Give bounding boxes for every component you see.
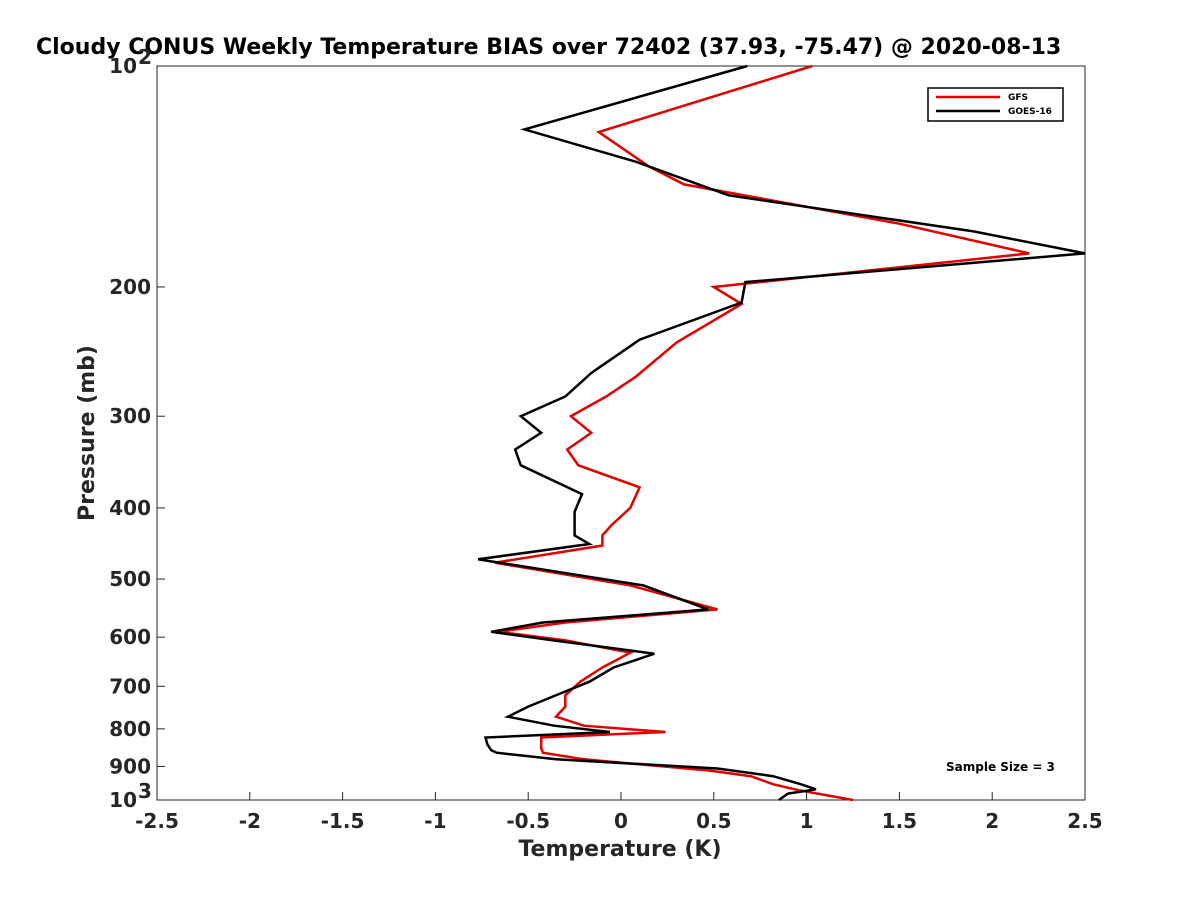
y-tick-exponent: 2 [138, 45, 152, 69]
chart-title: Cloudy CONUS Weekly Temperature BIAS ove… [36, 35, 1061, 60]
x-axis-ticks: -2.5 -2 -1.5 -1 -0.5 0 0.5 1 1.5 2 2.5 [135, 792, 1103, 833]
x-tick-label: -2.5 [135, 809, 179, 833]
x-tick-label: -1.5 [321, 809, 365, 833]
y-tick-label: 800 [109, 717, 151, 741]
series-line-goes16 [477, 64, 1086, 802]
legend-label-goes16: GOES-16 [1008, 107, 1052, 117]
x-tick-label: 0 [614, 809, 628, 833]
y-tick-label: 700 [109, 674, 151, 698]
y-tick-label: 900 [109, 754, 151, 778]
y-tick-label: 600 [109, 625, 151, 649]
y-axis-label: Pressure (mb) [75, 345, 100, 521]
x-tick-label: 2.5 [1067, 809, 1102, 833]
y-tick-exponent: 3 [138, 779, 152, 803]
x-axis-label: Temperature (K) [518, 837, 721, 862]
legend-label-gfs: GFS [1008, 93, 1028, 103]
y-tick-label: 300 [109, 404, 151, 428]
x-tick-label: -2 [239, 809, 261, 833]
x-tick-label: 0.5 [696, 809, 731, 833]
sample-size-annotation: Sample Size = 3 [946, 760, 1055, 774]
x-tick-label: -0.5 [506, 809, 550, 833]
y-tick-label: 500 [109, 567, 151, 591]
y-tick-label: 10 [109, 54, 137, 78]
y-tick-label: 200 [109, 275, 151, 299]
plot-area [156, 65, 1086, 801]
x-tick-label: 2 [985, 809, 999, 833]
y-tick-label: 400 [109, 496, 151, 520]
series-group [477, 64, 1086, 802]
legend: GFS GOES-16 [927, 87, 1064, 122]
x-tick-label: 1.5 [882, 809, 917, 833]
y-tick-label: 10 [109, 788, 137, 812]
x-tick-label: 1 [800, 809, 814, 833]
legend-box [927, 87, 1064, 122]
x-tick-label: -1 [424, 809, 446, 833]
